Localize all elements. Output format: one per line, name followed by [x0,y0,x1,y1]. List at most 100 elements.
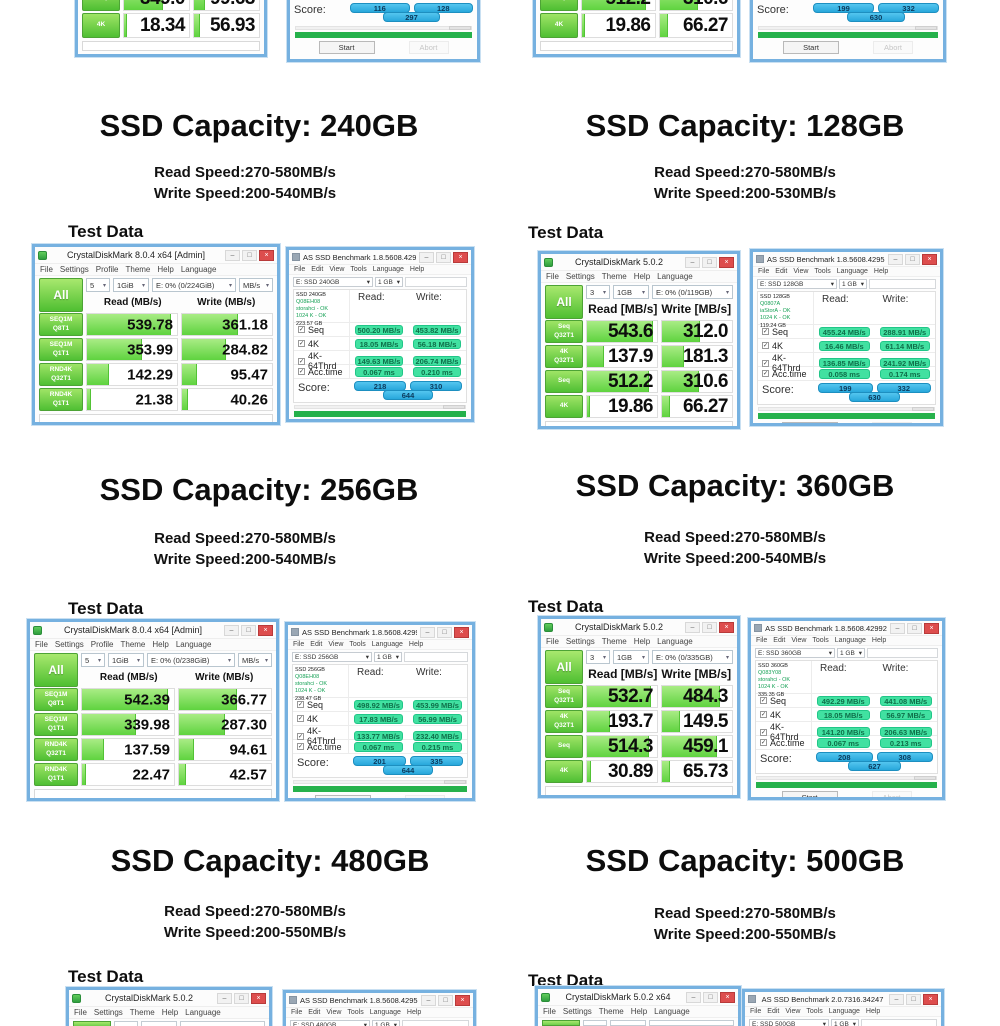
test-type-button[interactable]: RND4K Q1T1 [39,388,83,411]
close-button[interactable]: × [719,256,734,268]
drive-select[interactable]: E: SSD 480GB ▾ [290,1020,370,1026]
close-button[interactable]: × [923,993,938,1005]
start-button[interactable]: Start [315,795,371,798]
close-button[interactable]: × [258,624,273,636]
menu-tools[interactable]: Tools [812,637,829,644]
drive-select[interactable]: E: 0% (0/224GiB) ▾ [152,278,236,292]
start-button[interactable]: Start [781,422,838,423]
test-type-button[interactable]: RND4K Q32T1 [39,363,83,386]
menu-tools[interactable]: Tools [806,1008,823,1015]
maximize-button[interactable]: □ [702,621,717,633]
test-type-button[interactable]: 4K Q32T1 [545,710,583,733]
test-size-select[interactable]: 1 GB ▾ [375,277,403,287]
unit-select[interactable]: MB/s ▾ [238,653,272,667]
menu-view[interactable]: View [791,637,807,644]
all-test-button[interactable] [73,1021,111,1026]
menu-view[interactable]: View [326,1009,342,1016]
comment-field[interactable] [540,41,733,51]
abort-button[interactable]: Abort [405,795,445,798]
start-button[interactable]: Start [315,420,371,422]
menu-file[interactable]: File [543,1007,556,1016]
test-type-button[interactable]: 4K [82,13,120,38]
menu-language[interactable]: Language [834,637,866,644]
drive-select[interactable]: E: SSD 240GB ▾ [293,277,373,287]
comment-field[interactable] [34,789,272,798]
drive-select[interactable] [180,1021,265,1026]
test-type-button[interactable]: SEQ1M Q8T1 [39,313,83,336]
menu-language[interactable]: Language [657,272,693,281]
abort-button[interactable]: Abort [405,420,445,422]
checkbox-checked-icon[interactable]: ✓ [760,728,767,736]
test-type-button[interactable]: RND4K Q1T1 [34,763,78,786]
test-type-button[interactable]: 4K [545,395,583,418]
test-size-select[interactable]: 1 GB ▾ [831,1019,859,1026]
checkbox-checked-icon[interactable]: ✓ [762,370,769,377]
test-size-select[interactable]: 1GiB ▾ [108,653,144,667]
menu-view[interactable]: View [785,1008,801,1015]
menu-profile[interactable]: Profile [90,640,114,649]
test-type-button[interactable]: Seq Q32T1 [545,685,583,708]
test-count-select[interactable]: 3 ▾ [586,285,610,299]
test-type-button[interactable]: RND4K Q32T1 [34,738,78,761]
menu-help[interactable]: Help [406,1009,422,1016]
checkbox-checked-icon[interactable]: ✓ [297,743,304,750]
menu-file[interactable]: File [35,640,48,649]
abort-button[interactable]: Abort [871,422,912,423]
test-size-select[interactable] [141,1021,177,1026]
test-type-button[interactable]: Seq [545,735,583,758]
menu-file[interactable]: File [546,637,559,646]
minimize-button[interactable]: – [225,249,240,261]
maximize-button[interactable]: □ [242,249,257,261]
test-type-button[interactable]: 4K [540,13,578,38]
close-button[interactable]: × [922,253,937,265]
test-type-button[interactable]: SEQ1M Q1T1 [34,713,78,736]
menu-settings[interactable]: Settings [93,1008,123,1017]
test-size-select[interactable]: 1 GB ▾ [374,652,402,662]
maximize-button[interactable]: □ [906,993,921,1005]
menu-help[interactable]: Help [633,272,651,281]
start-button[interactable]: Start [781,791,838,797]
test-type-button[interactable]: Seq [540,0,578,11]
checkbox-checked-icon[interactable]: ✓ [297,715,304,722]
minimize-button[interactable]: – [888,253,903,265]
menu-language[interactable]: Language [828,1008,860,1015]
menu-settings[interactable]: Settings [562,1007,592,1016]
menu-help[interactable]: Help [408,641,424,648]
checkbox-checked-icon[interactable]: ✓ [298,368,305,375]
minimize-button[interactable]: – [685,621,700,633]
drive-select[interactable]: E: 0% (0/335GB) ▾ [652,650,733,664]
comment-field[interactable] [545,421,733,426]
maximize-button[interactable]: □ [702,256,717,268]
menu-settings[interactable]: Settings [54,640,84,649]
menu-help[interactable]: Help [630,1007,648,1016]
menu-language[interactable]: Language [185,1008,221,1017]
menu-help[interactable]: Help [161,1008,179,1017]
maximize-button[interactable]: □ [241,624,256,636]
menu-theme[interactable]: Theme [125,265,151,274]
checkbox-checked-icon[interactable]: ✓ [298,326,305,333]
test-type-button[interactable]: SEQ1M Q8T1 [34,688,78,711]
menu-file[interactable]: File [293,641,305,648]
drive-select[interactable]: E: SSD 360GB ▾ [755,648,835,658]
menu-language[interactable]: Language [836,268,868,275]
all-test-button[interactable]: All [34,653,78,687]
test-type-button[interactable]: Seq [545,370,583,393]
menu-language[interactable]: Language [369,1009,401,1016]
menu-edit[interactable]: Edit [308,1009,321,1016]
menu-language[interactable]: Language [657,637,693,646]
menu-file[interactable]: File [291,1009,303,1016]
test-type-button[interactable]: Seq [82,0,120,11]
menu-help[interactable]: Help [152,640,169,649]
unit-select[interactable]: MB/s ▾ [239,278,273,292]
menu-view[interactable]: View [329,266,345,273]
test-size-select[interactable]: 1 GB ▾ [372,1020,400,1026]
menu-edit[interactable]: Edit [773,637,786,644]
menu-language[interactable]: Language [180,265,217,274]
test-count-select[interactable]: 5 ▾ [81,653,105,667]
comment-field[interactable] [82,41,260,51]
menu-help[interactable]: Help [871,637,887,644]
menu-theme[interactable]: Theme [601,637,627,646]
maximize-button[interactable]: □ [437,626,452,638]
menu-file[interactable]: File [546,272,559,281]
minimize-button[interactable]: – [224,624,239,636]
